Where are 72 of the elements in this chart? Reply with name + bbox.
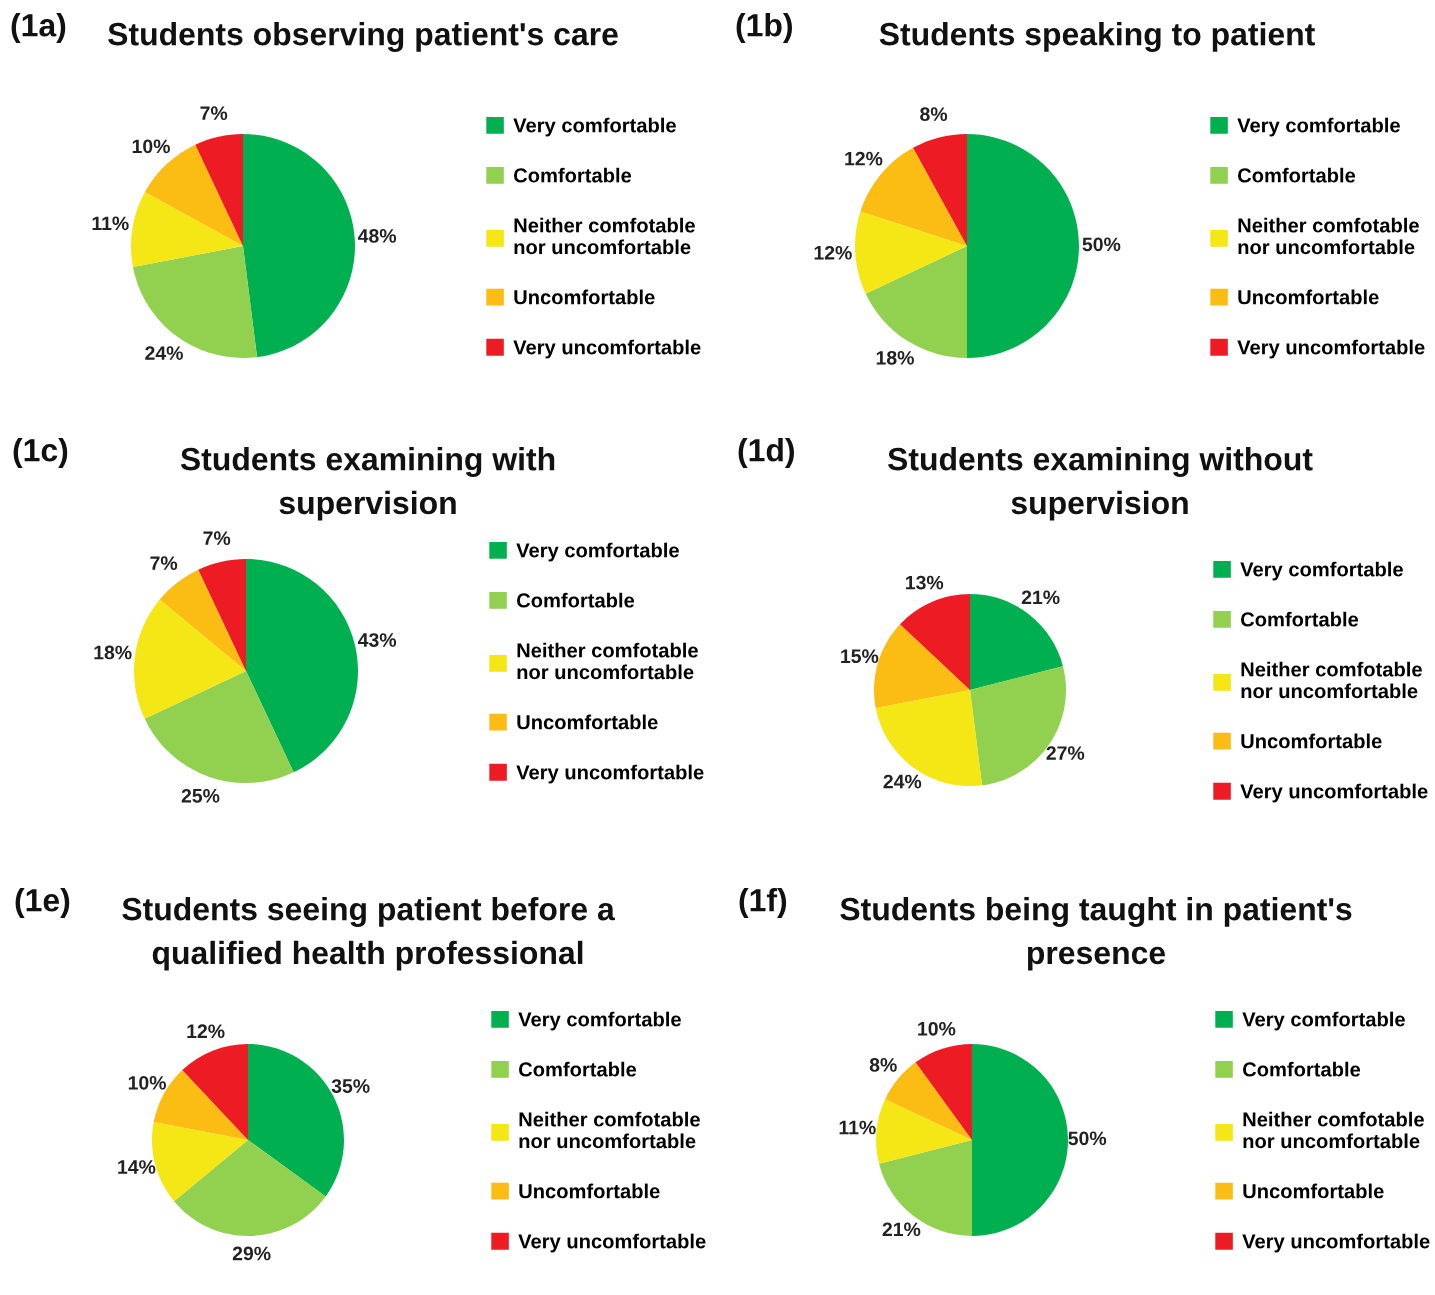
text: (1d) [738, 438, 794, 468]
data-label: 50% [1082, 237, 1121, 252]
data-label: 7% [200, 106, 228, 121]
text: (1e) [15, 888, 70, 918]
legend-label: Neither comfotable nor uncomfortable [1238, 217, 1419, 255]
legend-label: Very uncomfortable [1240, 783, 1428, 803]
data-label: 18% [94, 645, 132, 660]
legend-label: Neither comfotable nor uncomfortable [1243, 1111, 1424, 1149]
legend-label: Very comfortable [518, 1011, 681, 1031]
legend-label: Very uncomfortable [513, 339, 701, 359]
legend-label: Very uncomfortable [1237, 339, 1425, 359]
legend-label: Comfortable [1241, 611, 1359, 627]
data-label: 11% [839, 1120, 876, 1135]
legend-label: Neither comfotable nor uncomfortable [517, 642, 698, 680]
legend-label: Comfortable [519, 1061, 637, 1077]
chart-title: Students examining without supervision [887, 447, 1313, 521]
legend-label: Neither comfotable nor uncomfortable [1241, 661, 1422, 699]
legend-label: Comfortable [1243, 1061, 1361, 1077]
text: (1c) [13, 438, 68, 468]
legend-label: Uncomfortable [517, 714, 658, 730]
text: (1b) [736, 13, 792, 43]
data-label: 43% [358, 633, 397, 647]
legend-label: Uncomfortable [514, 289, 655, 305]
data-label: 12% [845, 151, 883, 166]
data-label: 12% [814, 245, 852, 260]
data-label: 21% [882, 1222, 921, 1237]
data-label: 10% [128, 1075, 166, 1090]
legend-label: Uncomfortable [1238, 289, 1379, 305]
legend-label: Comfortable [517, 592, 635, 608]
data-label: 11% [92, 216, 129, 231]
data-label: 29% [232, 1246, 271, 1261]
data-label: 50% [1068, 1131, 1107, 1146]
text: (1a) [11, 13, 66, 43]
data-label: 10% [132, 139, 170, 154]
data-label: 25% [181, 788, 220, 803]
legend-label: Very uncomfortable [518, 1233, 706, 1253]
data-label: 35% [331, 1079, 370, 1093]
chart-title: Students being taught in patient's presence [840, 897, 1352, 971]
legend-label: Very comfortable [513, 117, 676, 137]
data-label: 18% [876, 350, 914, 365]
chart-title: Students speaking to patient [879, 22, 1315, 52]
data-label: 48% [357, 229, 397, 243]
legend-label: Uncomfortable [519, 1183, 660, 1199]
legend-label: Comfortable [514, 167, 632, 183]
legend-label: Very comfortable [1237, 117, 1400, 137]
chart-title: Students examining with supervision [180, 447, 555, 521]
legend-label: Neither comfotable nor uncomfortable [514, 217, 695, 255]
data-label: 21% [1021, 590, 1060, 605]
legend-label: Very uncomfortable [516, 764, 704, 784]
data-label: 8% [869, 1058, 897, 1072]
data-label: 27% [1046, 746, 1085, 760]
chart-title: Students observing patient's care [108, 22, 618, 52]
data-label: 7% [203, 531, 231, 546]
data-label: 12% [187, 1024, 225, 1039]
data-label: 15% [841, 649, 879, 664]
data-label: 14% [118, 1160, 156, 1174]
legend-label: Very uncomfortable [1242, 1233, 1430, 1253]
data-label: 24% [145, 346, 183, 360]
legend-label: Neither comfotable nor uncomfortable [519, 1111, 700, 1149]
data-label: 13% [906, 575, 944, 590]
legend-label: Uncomfortable [1241, 733, 1382, 749]
data-label: 24% [883, 774, 922, 789]
text: (1f) [739, 888, 787, 918]
chart-title: Students seeing patient before a qualified health professional [122, 897, 615, 971]
legend-label: Comfortable [1238, 167, 1356, 183]
legend-label: Uncomfortable [1243, 1183, 1384, 1199]
data-label: 10% [918, 1021, 956, 1036]
data-label: 8% [920, 107, 948, 122]
legend-label: Very comfortable [1240, 561, 1403, 581]
legend-label: Very comfortable [1242, 1011, 1405, 1031]
legend-label: Very comfortable [516, 542, 679, 562]
data-label: 7% [150, 556, 178, 570]
